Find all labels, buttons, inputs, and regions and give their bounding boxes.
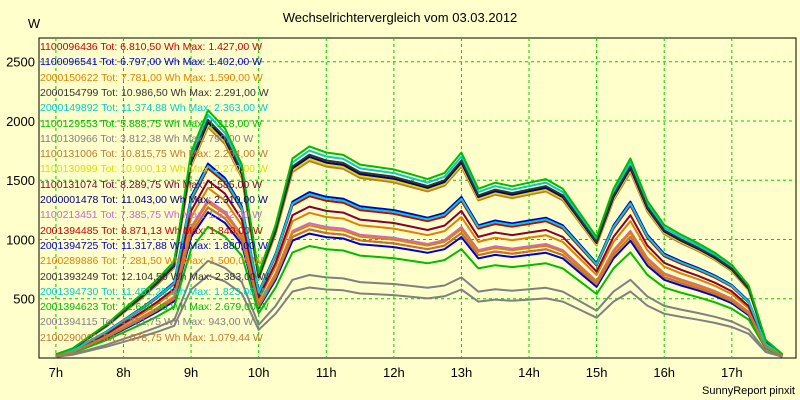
x-tick-label: 10h — [248, 365, 270, 380]
x-axis-ticks: 7h 8h 9h 10h 11h 12h 13h 14h 15h 16h 17h — [49, 365, 743, 380]
y-tick-label: 2000 — [6, 114, 35, 129]
x-tick-label: 8h — [116, 365, 130, 380]
x-tick-label: 17h — [721, 365, 743, 380]
series-line-19 — [55, 259, 783, 358]
legend-entry: 2100290002 Tot: 7.078,75 Wh Max: 1.079,4… — [40, 331, 263, 344]
x-tick-label: 13h — [451, 365, 473, 380]
legend-entry: 2100289886 Tot: 7.281,50 Wh Max: 1.500,0… — [40, 255, 263, 268]
y-axis-ticks: 500 1000 1500 2000 2500 — [6, 55, 35, 307]
y-tick-label: 500 — [13, 292, 35, 307]
x-tick-label: 16h — [653, 365, 675, 380]
series-line-7 — [55, 274, 783, 358]
legend-entry: 2000150622 Tot: 7.781,00 Wh Max: 1.590,0… — [40, 71, 263, 84]
x-tick-label: 14h — [518, 365, 540, 380]
legend-entry: 1100096541 Tot: 6.797,00 Wh Max: 1.402,0… — [40, 56, 263, 69]
y-tick-label: 2500 — [6, 55, 35, 70]
y-tick-label: 1000 — [6, 232, 35, 247]
legend-entry: 1100130966 Tot: 3.812,38 Wh Max: 790,00 … — [40, 132, 254, 145]
x-tick-label: 11h — [316, 365, 337, 380]
legend-entry: 2001394725 Tot: 11.317,88 Wh Max: 1.880,… — [40, 239, 268, 252]
series-line-17 — [55, 165, 784, 357]
y-axis-unit-label: W — [28, 16, 41, 31]
series-line-10 — [55, 179, 784, 357]
legend-entry: 2001394623 Tot: 12.646,38 Wh Max: 2.679,… — [40, 301, 269, 314]
y-tick-label: 1500 — [6, 173, 35, 188]
series-line-20 — [55, 206, 783, 357]
plot-area — [38, 37, 797, 359]
x-tick-label: 9h — [184, 365, 198, 380]
series-lines — [55, 109, 784, 358]
legend-entry: 2000154799 Tot: 10.986,50 Wh Max: 2.291,… — [40, 86, 269, 99]
legend-entry: 2000149892 Tot: 11.374,88 Wh Max: 2.363,… — [40, 102, 268, 115]
legend-entry: 2001393249 Tot: 12.104,50 Wh Max: 2.383,… — [40, 270, 269, 283]
chart-title: Wechselrichtervergleich vom 03.03.2012 — [283, 10, 518, 25]
legend-entry: 2001394115 Tot: 4.531,75 Wh Max: 943,00 … — [40, 316, 254, 329]
footer-credit: SunnyReport pinxit — [702, 385, 795, 397]
x-tick-label: 12h — [383, 365, 405, 380]
legend-entry: 1100129553 Tot: 5.888,75 Wh Max: 1.218,0… — [40, 117, 263, 130]
x-tick-label: 15h — [586, 365, 608, 380]
legend-entry: 2000001478 Tot: 11.043,00 Wh Max: 2.310,… — [40, 194, 268, 206]
legend-entry: 1100130999 Tot: 10.900,13 Wh Max: 2.270,… — [40, 163, 268, 176]
series-line-6 — [55, 225, 783, 358]
legend-entry: 1100213451 Tot: 7.385,75 Wh Max: 1.532,0… — [40, 209, 263, 222]
legend: 1100096436 Tot: 6.810,50 Wh Max: 1.427,0… — [0, 40, 400, 370]
series-line-18 — [55, 109, 784, 356]
legend-entry: 1100131074 Tot: 8.289,75 Wh Max: 1.585,0… — [40, 178, 263, 191]
grid-lines — [39, 38, 796, 358]
legend-entry: 2001394730 Tot: 11.451,25 Wh Max: 1.823,… — [40, 285, 268, 298]
legend-entry: 2001394485 Tot: 8.871,13 Wh Max: 1.840,0… — [40, 224, 263, 237]
legend-entry: 1100096436 Tot: 6.810,50 Wh Max: 1.427,0… — [40, 41, 263, 53]
legend-entry: 1100131006 Tot: 10.815,75 Wh Max: 2.254,… — [40, 148, 268, 161]
x-tick-label: 7h — [49, 365, 63, 380]
